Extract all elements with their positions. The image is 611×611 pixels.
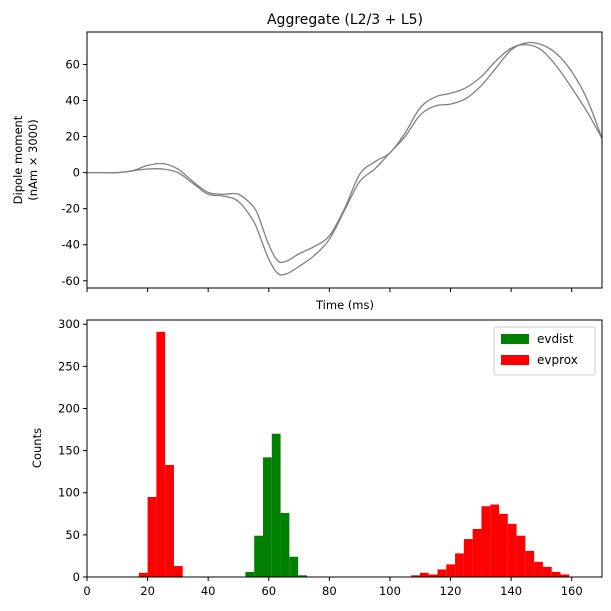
dipole-series-line-2: [87, 41, 603, 276]
histogram-x-tick-label: 60: [261, 584, 276, 598]
dipole-y-tick-label: 20: [65, 130, 80, 144]
histogram-axes-frame: [86, 319, 603, 578]
dipole-y-tick-label: 0: [73, 166, 80, 180]
histogram-x-tick-label: 80: [322, 584, 337, 598]
histogram-bar-evdist: [263, 457, 272, 577]
histogram-y-tick-label: 50: [65, 528, 80, 542]
histogram-y-tick-label: 300: [58, 317, 80, 331]
dipole-y-tick-label: -20: [61, 202, 80, 216]
histogram-y-tick-label: 100: [58, 486, 80, 500]
histogram-x-tick-label: 20: [140, 584, 155, 598]
histogram-y-tick-label: 250: [58, 359, 80, 373]
dipole-lines: [87, 41, 603, 276]
histogram-bar-evprox: [560, 574, 570, 577]
histogram-bar-evdist: [254, 535, 264, 577]
histogram-bar-evdist: [280, 512, 290, 577]
histogram-bar-evdist: [289, 556, 299, 577]
dipole-axes-frame: [86, 31, 603, 289]
legend-swatch-evdist: [501, 334, 529, 344]
histogram-bar-evprox: [516, 535, 526, 577]
histogram-y-tick-label: 200: [58, 401, 80, 415]
dipole-x-ticks: [86, 288, 573, 292]
histogram-y-ticks: 0 50 100 150 200 250 300: [58, 317, 87, 584]
dipole-y-tick-label: -40: [61, 238, 80, 252]
histogram-bar-evdist: [298, 575, 307, 577]
dipole-y-tick-label: -60: [61, 274, 80, 288]
histogram-bars: [138, 331, 570, 577]
legend: evdist evprox: [493, 326, 596, 376]
histogram-bar-evprox: [534, 561, 543, 577]
histogram-x-tick-label: 40: [201, 584, 216, 598]
dipole-y-tick-label: 60: [65, 57, 80, 71]
histogram-bar-evprox: [542, 566, 552, 577]
legend-label-evdist: evdist: [537, 332, 574, 346]
histogram-bar-evprox: [437, 569, 447, 577]
histogram-bar-evprox: [428, 574, 438, 577]
histogram-bar-evprox: [411, 575, 420, 577]
histogram-bar-evprox: [551, 571, 561, 577]
dipole-panel: Aggregate (L2/3 + L5) -60 -40 -20 0 20 40 60 T…: [11, 12, 603, 312]
histogram-x-tick-label: 100: [379, 584, 401, 598]
histogram-x-ticks: 0 20 40 60 80 100 120 140 160: [83, 577, 583, 598]
histogram-bar-evprox: [138, 572, 148, 577]
histogram-bar-evprox: [481, 506, 491, 577]
dipole-y-label-line1: Dipole moment: [11, 115, 25, 204]
histogram-bar-evprox: [490, 504, 499, 577]
dipole-title: Aggregate (L2/3 + L5): [267, 12, 423, 28]
histogram-bar-evprox: [147, 496, 157, 577]
histogram-bar-evprox: [525, 550, 535, 577]
histogram-bar-evprox: [173, 566, 183, 577]
histogram-bar-evprox: [507, 523, 517, 577]
histogram-x-tick-label: 160: [561, 584, 583, 598]
histogram-bar-evprox: [446, 564, 456, 577]
histogram-panel: 0 50 100 150 200 250 300 0 20 40 60 80 100 120 140 160…: [30, 317, 603, 598]
histogram-bar-evprox: [472, 528, 482, 577]
histogram-bar-evprox: [463, 539, 473, 577]
histogram-y-tick-label: 0: [73, 570, 80, 584]
histogram-bar-evdist: [271, 433, 281, 577]
dipole-y-ticks: -60 -40 -20 0 20 40 60: [61, 57, 87, 288]
dipole-y-label-line2: (nAm × 3000): [26, 119, 40, 201]
legend-swatch-evprox: [501, 355, 529, 365]
dipole-x-label: Time (ms): [315, 298, 374, 312]
histogram-bar-evprox: [419, 572, 429, 577]
legend-label-evprox: evprox: [537, 353, 578, 367]
histogram-y-label: Counts: [30, 428, 44, 468]
histogram-x-tick-label: 0: [83, 584, 90, 598]
histogram-y-tick-label: 150: [58, 444, 80, 458]
histogram-bar-evprox: [156, 331, 166, 577]
histogram-bar-evprox: [499, 513, 508, 577]
dipole-series-line-1: [87, 43, 603, 264]
histogram-bar-evdist: [245, 571, 255, 577]
histogram-x-tick-label: 120: [440, 584, 462, 598]
histogram-x-tick-label: 140: [500, 584, 522, 598]
histogram-bar-evprox: [165, 464, 174, 577]
histogram-bar-evprox: [455, 553, 464, 577]
dipole-y-tick-label: 40: [65, 94, 80, 108]
